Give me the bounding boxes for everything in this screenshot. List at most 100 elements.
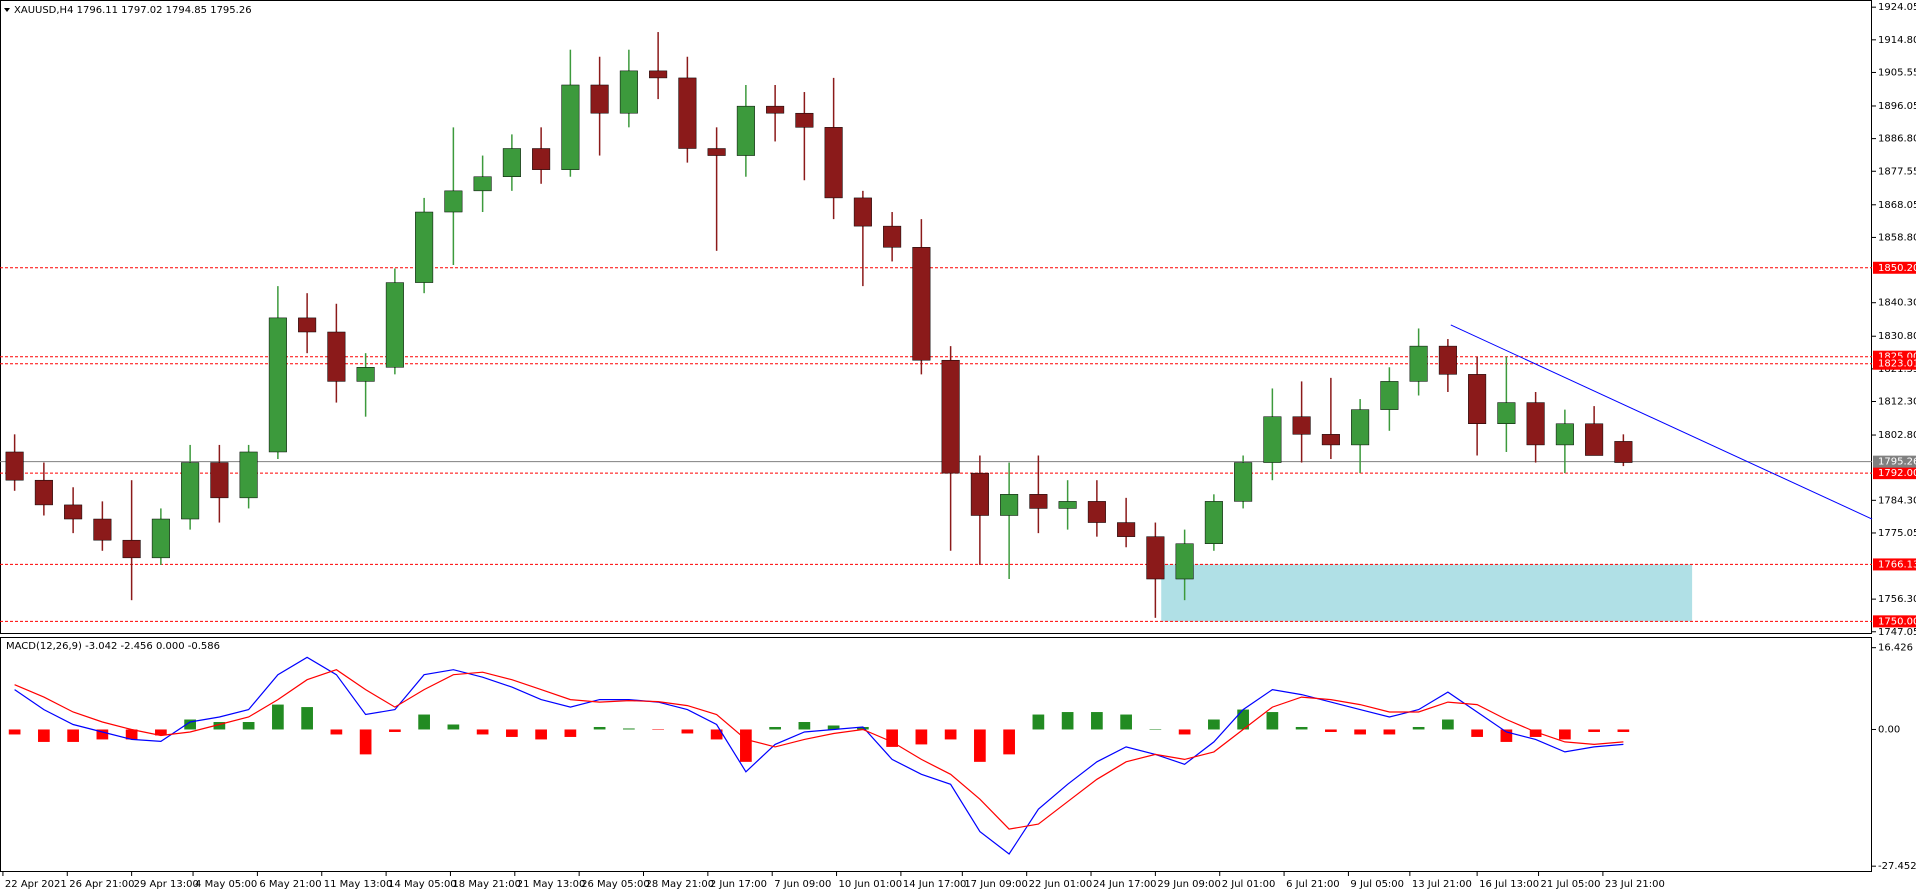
x-tick-label: 22 Jun 01:00: [1029, 879, 1093, 890]
y-tick-label: 1830.80: [1878, 331, 1916, 342]
candle-body: [678, 77, 697, 149]
candle-body: [502, 148, 521, 177]
histogram-bar: [1061, 712, 1074, 730]
histogram-bar: [418, 714, 430, 730]
candle-body: [1351, 409, 1370, 446]
y-tick-label: 1924.05: [1878, 2, 1916, 13]
candle-body: [93, 518, 112, 541]
level-label-box: [1873, 558, 1916, 571]
histogram-bar: [1383, 729, 1396, 735]
histogram-bar: [330, 729, 343, 735]
y-tick-label: -27.452: [1878, 861, 1916, 872]
candle-body: [1497, 402, 1516, 424]
histogram-bar: [769, 726, 781, 730]
candle-body: [1614, 441, 1633, 463]
candle-body: [298, 317, 317, 333]
macd-panel-frame: [0, 637, 1872, 872]
candle-body: [327, 331, 346, 382]
candle-body: [210, 462, 229, 499]
candle-body: [356, 367, 375, 382]
histogram-bar: [623, 728, 635, 730]
histogram-bar: [915, 729, 928, 745]
candle-body: [1380, 381, 1399, 410]
histogram-bar: [1529, 729, 1542, 737]
candle-body: [5, 451, 24, 481]
y-tick-label: 0.00: [1878, 724, 1900, 735]
candle-body: [1585, 423, 1604, 456]
histogram-bar: [944, 729, 957, 740]
candle-body: [707, 148, 726, 156]
candle-body: [181, 462, 200, 520]
level-label: 1850.20: [1878, 263, 1916, 274]
current-price-label: 1795.26: [1878, 457, 1916, 468]
histogram-bar: [213, 722, 226, 730]
candle-body: [1555, 423, 1574, 446]
y-tick-label: 1747.05: [1878, 627, 1916, 638]
histogram-bar: [1295, 726, 1308, 730]
candle-body: [1175, 543, 1194, 580]
macd-line: [14, 656, 1624, 855]
y-tick-label: 1802.80: [1878, 430, 1916, 441]
level-label: 1823.01: [1878, 359, 1916, 370]
histogram-bar: [301, 707, 313, 730]
candle-body: [824, 127, 843, 199]
candle-body: [1438, 345, 1457, 375]
histogram-bar: [1471, 729, 1483, 737]
candle-body: [619, 70, 638, 114]
histogram-bar: [798, 722, 811, 730]
candle-body: [1526, 402, 1545, 446]
trendline: [1450, 324, 1873, 520]
histogram-bar: [506, 729, 518, 737]
candle-body: [1146, 536, 1165, 580]
candle-body: [473, 176, 492, 192]
y-tick-label: 16.426: [1878, 643, 1913, 654]
histogram-bar: [1354, 729, 1366, 735]
y-tick-label: 1756.30: [1878, 594, 1916, 605]
level-label: 1825.00: [1878, 352, 1916, 363]
x-tick-label: 2 Jul 01:00: [1222, 879, 1276, 890]
histogram-bar: [1091, 712, 1103, 730]
y-tick-label: 1858.80: [1878, 232, 1916, 243]
y-tick-label: 1877.55: [1878, 166, 1916, 177]
histogram-bar: [125, 729, 138, 740]
x-tick-label: 29 Apr 13:00: [134, 879, 199, 890]
candle-body: [1468, 374, 1487, 424]
x-tick-label: 24 Jun 17:00: [1093, 879, 1157, 890]
level-label-box: [1873, 357, 1916, 370]
candle-body: [1058, 501, 1077, 509]
histogram-bar: [1266, 712, 1279, 730]
histogram-bar: [1325, 729, 1337, 732]
histogram-bar: [564, 729, 577, 737]
histogram-bar: [359, 729, 372, 755]
candle-body: [912, 247, 931, 361]
histogram-bar: [1559, 729, 1571, 740]
candle-body: [649, 70, 668, 79]
y-tick-label: 1914.80: [1878, 35, 1916, 46]
x-tick-label: 2 Jun 17:00: [710, 879, 767, 890]
y-tick-label: 1840.30: [1878, 298, 1916, 309]
histogram-bar: [857, 726, 869, 730]
y-tick-label: 1812.30: [1878, 397, 1916, 408]
x-tick-label: 16 Jul 13:00: [1479, 879, 1539, 890]
candle-body: [736, 105, 755, 156]
histogram-bar: [710, 729, 723, 740]
candle-body: [64, 504, 83, 520]
histogram-bar: [1442, 719, 1454, 730]
candle-body: [1087, 501, 1106, 523]
panel-menu-arrow[interactable]: [4, 8, 10, 12]
y-tick-label: 1896.05: [1878, 101, 1916, 112]
candle-body: [415, 211, 434, 283]
candle-body: [1000, 494, 1019, 516]
y-tick-label: 1905.55: [1878, 67, 1916, 78]
candle-body: [590, 84, 609, 114]
candle-body: [34, 479, 53, 506]
histogram-bar: [1149, 729, 1162, 730]
x-tick-label: 28 May 21:00: [646, 879, 715, 890]
histogram-bar: [1120, 714, 1132, 730]
x-tick-label: 26 Apr 21:00: [69, 879, 134, 890]
histogram-bar: [1178, 729, 1191, 735]
y-tick-label: 1784.30: [1878, 495, 1916, 506]
histogram-bar: [1500, 729, 1513, 742]
